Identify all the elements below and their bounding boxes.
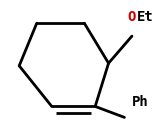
- Text: Ph: Ph: [132, 95, 149, 109]
- Text: Et: Et: [137, 10, 154, 24]
- Text: O: O: [127, 10, 135, 24]
